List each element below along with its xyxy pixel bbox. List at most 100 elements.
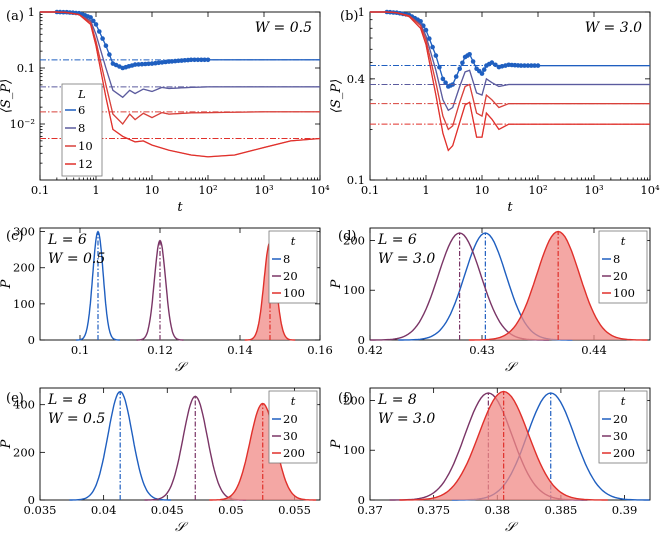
x-tick-label: 10⁴ — [310, 183, 330, 197]
data-point — [470, 59, 476, 64]
legend-entry: 200 — [613, 446, 635, 460]
data-point — [529, 63, 534, 68]
data-point — [493, 62, 498, 68]
data-point — [460, 60, 465, 66]
data-point — [467, 52, 472, 57]
series-line — [370, 11, 650, 131]
data-point — [143, 61, 148, 67]
param-annotation: W = 0.5 — [48, 411, 105, 427]
x-tick-label: 10 — [475, 183, 490, 197]
y-tick-label: 1 — [358, 5, 365, 19]
data-point — [199, 57, 204, 63]
panel-b: 0.1 1 10 10² 10³ 10⁴ 1 0.4 0.1 t ⟨S_P⟩ (b) W = 3.0 — [329, 5, 660, 215]
data-point — [457, 66, 463, 71]
y-axis-label: P — [0, 279, 14, 289]
plot-frame — [39, 11, 321, 181]
x-tick-label: 0.385 — [544, 503, 577, 517]
legend-entry: 8 — [613, 252, 620, 266]
legend-entry: 20 — [613, 269, 628, 283]
legend-title: t — [291, 394, 296, 408]
legend-title: L — [77, 87, 86, 101]
data-point — [146, 61, 151, 67]
param-annotation: W = 0.5 — [48, 251, 105, 267]
panel-label: (f) — [338, 391, 353, 406]
legend-title: t — [291, 234, 296, 248]
data-point — [88, 15, 93, 20]
legend-entry: 12 — [78, 157, 93, 171]
y-axis-label: P — [329, 439, 344, 449]
panel-label: (a) — [6, 9, 24, 24]
y-tick-label: 10⁻² — [10, 117, 35, 131]
y-tick-label: 0 — [358, 493, 365, 507]
panel-label: (b) — [340, 9, 358, 24]
panel-d: 0.42 0.43 0.44 0 100 200 𝒮 P (d) L = 6 W = 3.0 t8 20… — [329, 227, 651, 375]
series-t20 — [136, 239, 184, 341]
legend-entry: 200 — [283, 446, 305, 460]
legend-box — [268, 390, 318, 464]
panel-e: 0.035 0.04 0.045 0.05 0.055 0 200 400 𝒮 P (e) L = 8… — [0, 387, 321, 535]
y-tick-label: 200 — [13, 445, 35, 459]
distribution-fill — [209, 403, 317, 500]
x-tick-label: 0.39 — [612, 503, 638, 517]
data-point — [192, 57, 197, 63]
legend-entry: 6 — [78, 103, 85, 117]
legend: t 20 30 200 — [598, 390, 648, 464]
legend-entry: 100 — [613, 286, 635, 300]
data-point — [437, 64, 442, 70]
y-tick-label: 200 — [343, 233, 365, 247]
x-tick-label: 10³ — [254, 183, 274, 197]
x-tick-label: 1 — [422, 183, 429, 197]
legend: t 20 30 200 — [268, 390, 318, 464]
y-tick-label: 200 — [13, 261, 35, 275]
param-annotation: L = 6 — [47, 232, 87, 248]
series-line — [370, 11, 650, 152]
w-annotation: W = 3.0 — [585, 20, 642, 36]
x-tick-label: 0.375 — [417, 503, 450, 517]
series-t200 — [209, 402, 317, 501]
data-point — [163, 59, 168, 65]
distribution-curve — [136, 239, 184, 341]
data-point — [149, 61, 155, 66]
x-tick-label: 10² — [198, 183, 217, 197]
data-point — [489, 60, 495, 65]
panel-c: 0.1 0.12 0.14 0.16 0 100 200 300 𝒮 P (c) L = 6 W = 0… — [0, 225, 333, 375]
series-L8 — [370, 11, 650, 112]
data-point — [522, 63, 527, 68]
data-point — [423, 27, 429, 33]
param-annotation: L = 8 — [47, 392, 87, 408]
distribution-curve — [76, 230, 120, 341]
y-tick-label: 0.1 — [347, 173, 365, 187]
x-tick-label: 10⁴ — [640, 183, 660, 197]
x-tick-label: 0.38 — [484, 503, 510, 517]
x-tick-label: 0.04 — [91, 503, 117, 517]
series-L10 — [370, 11, 650, 131]
x-tick-label: 0.1 — [31, 183, 49, 197]
data-point — [202, 57, 207, 63]
y-tick-label: 0.4 — [347, 72, 365, 86]
legend-box — [61, 83, 103, 177]
data-point — [107, 52, 112, 57]
data-point — [93, 22, 99, 27]
y-tick-label: 0.1 — [17, 61, 35, 75]
param-annotation: W = 3.0 — [378, 411, 435, 427]
plot-frame — [369, 11, 651, 181]
y-axis-label: P — [0, 439, 14, 449]
legend: t8 20 100 — [598, 230, 648, 304]
data-point — [532, 63, 537, 68]
plot-frame — [39, 387, 321, 501]
series-t8 — [76, 230, 120, 341]
w-annotation: W = 0.5 — [255, 20, 312, 36]
x-axis-label: t — [177, 200, 183, 215]
x-axis-label: 𝒮 — [505, 360, 519, 375]
legend-entry: 20 — [283, 269, 298, 283]
panel-label: (e) — [6, 391, 24, 406]
data-point — [136, 62, 141, 67]
series-L6 — [40, 9, 320, 71]
data-point — [453, 74, 459, 79]
y-tick-label: 0 — [358, 333, 365, 347]
param-annotation: L = 6 — [377, 232, 417, 248]
x-tick-label: 0.05 — [218, 503, 244, 517]
x-tick-label: 0.1 — [361, 183, 379, 197]
data-point — [159, 60, 165, 65]
series-t200 — [399, 390, 608, 501]
